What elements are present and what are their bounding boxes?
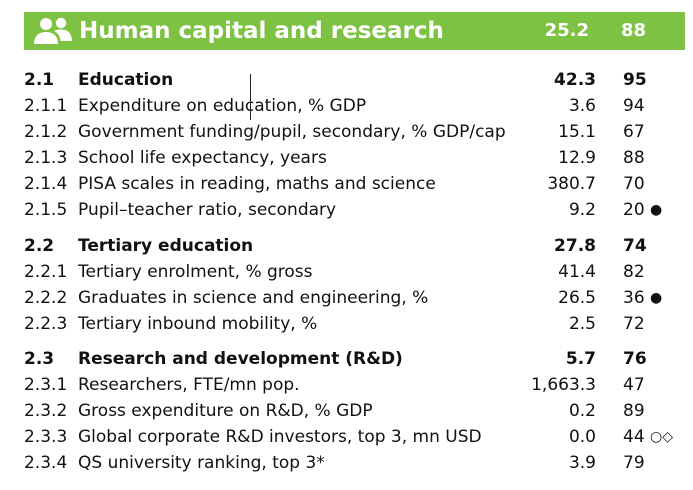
row-code: 2.3.1 bbox=[24, 375, 68, 395]
weakness-marker-icon: ○◇ bbox=[650, 429, 673, 445]
row-rank: 70 bbox=[623, 174, 645, 194]
row-label: Gross expenditure on R&D, % GDP bbox=[78, 401, 373, 421]
strength-marker-icon: ● bbox=[650, 290, 663, 306]
row-label: Graduates in science and engineering, % bbox=[78, 288, 429, 308]
row-label: QS university ranking, top 3* bbox=[78, 453, 325, 473]
table-row: 2.2.2 Graduates in science and engineeri… bbox=[0, 285, 693, 311]
row-code: 2.2.2 bbox=[24, 288, 68, 308]
row-score: 0.0 bbox=[568, 427, 596, 447]
row-score: 5.7 bbox=[565, 349, 596, 369]
table-row: 2.3.2 Gross expenditure on R&D, % GDP 0.… bbox=[0, 398, 693, 424]
row-code: 2.3.3 bbox=[24, 427, 68, 447]
row-label: Researchers, FTE/mn pop. bbox=[78, 375, 300, 395]
row-rank: 20 bbox=[623, 200, 645, 220]
row-label: School life expectancy, years bbox=[78, 148, 327, 168]
row-score: 27.8 bbox=[554, 236, 596, 256]
row-label: Global corporate R&D investors, top 3, m… bbox=[78, 427, 482, 447]
section-score: 25.2 bbox=[544, 20, 589, 41]
row-rank: 36 bbox=[623, 288, 645, 308]
row-score: 41.4 bbox=[558, 262, 596, 282]
row-score: 42.3 bbox=[554, 70, 596, 90]
row-code: 2.1.2 bbox=[24, 122, 68, 142]
row-rank: 47 bbox=[623, 375, 645, 395]
row-code: 2.1 bbox=[24, 70, 55, 90]
table-row: 2.1.1 Expenditure on education, % GDP 3.… bbox=[0, 93, 693, 119]
row-rank: 88 bbox=[623, 148, 645, 168]
row-label: Research and development (R&D) bbox=[78, 349, 403, 369]
row-score: 26.5 bbox=[558, 288, 596, 308]
row-code: 2.1.4 bbox=[24, 174, 68, 194]
row-code: 2.2 bbox=[24, 236, 55, 256]
row-code: 2.3.2 bbox=[24, 401, 68, 421]
table-row: 2.1.2 Government funding/pupil, secondar… bbox=[0, 119, 693, 145]
table-row: 2.3.1 Researchers, FTE/mn pop. 1,663.3 4… bbox=[0, 372, 693, 398]
row-label: Expenditure on education, % GDP bbox=[78, 96, 367, 116]
row-code: 2.1.1 bbox=[24, 96, 68, 116]
section-rank: 88 bbox=[621, 20, 647, 41]
row-rank: 94 bbox=[623, 96, 645, 116]
text-cursor bbox=[250, 74, 251, 120]
row-code: 2.3 bbox=[24, 349, 55, 369]
row-score: 2.5 bbox=[568, 314, 596, 334]
row-score: 9.2 bbox=[568, 200, 596, 220]
row-score: 3.9 bbox=[568, 453, 596, 473]
row-code: 2.2.3 bbox=[24, 314, 68, 334]
row-rank: 67 bbox=[623, 122, 645, 142]
row-label: Government funding/pupil, secondary, % G… bbox=[78, 122, 506, 142]
row-label: Tertiary inbound mobility, % bbox=[78, 314, 318, 334]
row-rank: 44 bbox=[623, 427, 645, 447]
row-rank: 76 bbox=[623, 349, 647, 369]
row-rank: 74 bbox=[623, 236, 647, 256]
table-row: 2.3 Research and development (R&D) 5.7 7… bbox=[0, 346, 693, 372]
row-rank: 79 bbox=[623, 453, 645, 473]
row-score: 380.7 bbox=[547, 174, 596, 194]
section-header: Human capital and research 25.2 88 bbox=[24, 12, 685, 50]
table-row: 2.1.4 PISA scales in reading, maths and … bbox=[0, 171, 693, 197]
row-label: Education bbox=[78, 70, 174, 90]
row-rank: 89 bbox=[623, 401, 645, 421]
table-row: 2.3.3 Global corporate R&D investors, to… bbox=[0, 424, 693, 450]
table-row: 2.3.4 QS university ranking, top 3* 3.9 … bbox=[0, 450, 693, 476]
row-score: 1,663.3 bbox=[531, 375, 596, 395]
row-rank: 95 bbox=[623, 70, 647, 90]
table-row: 2.2 Tertiary education 27.8 74 bbox=[0, 233, 693, 259]
row-code: 2.3.4 bbox=[24, 453, 68, 473]
table-row: 2.2.1 Tertiary enrolment, % gross 41.4 8… bbox=[0, 259, 693, 285]
row-score: 3.6 bbox=[568, 96, 596, 116]
row-score: 12.9 bbox=[558, 148, 596, 168]
row-code: 2.2.1 bbox=[24, 262, 68, 282]
row-label: Pupil–teacher ratio, secondary bbox=[78, 200, 337, 220]
row-score: 15.1 bbox=[558, 122, 596, 142]
row-label: Tertiary enrolment, % gross bbox=[78, 262, 313, 282]
row-rank: 72 bbox=[623, 314, 645, 334]
row-label: Tertiary education bbox=[78, 236, 254, 256]
row-rank: 82 bbox=[623, 262, 645, 282]
row-score: 0.2 bbox=[568, 401, 596, 421]
row-code: 2.1.5 bbox=[24, 200, 68, 220]
table-row: 2.2.3 Tertiary inbound mobility, % 2.5 7… bbox=[0, 311, 693, 337]
people-icon bbox=[34, 17, 72, 44]
table-row: 2.1 Education 42.3 95 bbox=[0, 67, 693, 93]
row-code: 2.1.3 bbox=[24, 148, 68, 168]
table-row: 2.1.3 School life expectancy, years 12.9… bbox=[0, 145, 693, 171]
table-row: 2.1.5 Pupil–teacher ratio, secondary 9.2… bbox=[0, 197, 693, 223]
section-title: Human capital and research bbox=[79, 18, 444, 44]
row-label: PISA scales in reading, maths and scienc… bbox=[78, 174, 436, 194]
strength-marker-icon: ● bbox=[650, 202, 663, 218]
